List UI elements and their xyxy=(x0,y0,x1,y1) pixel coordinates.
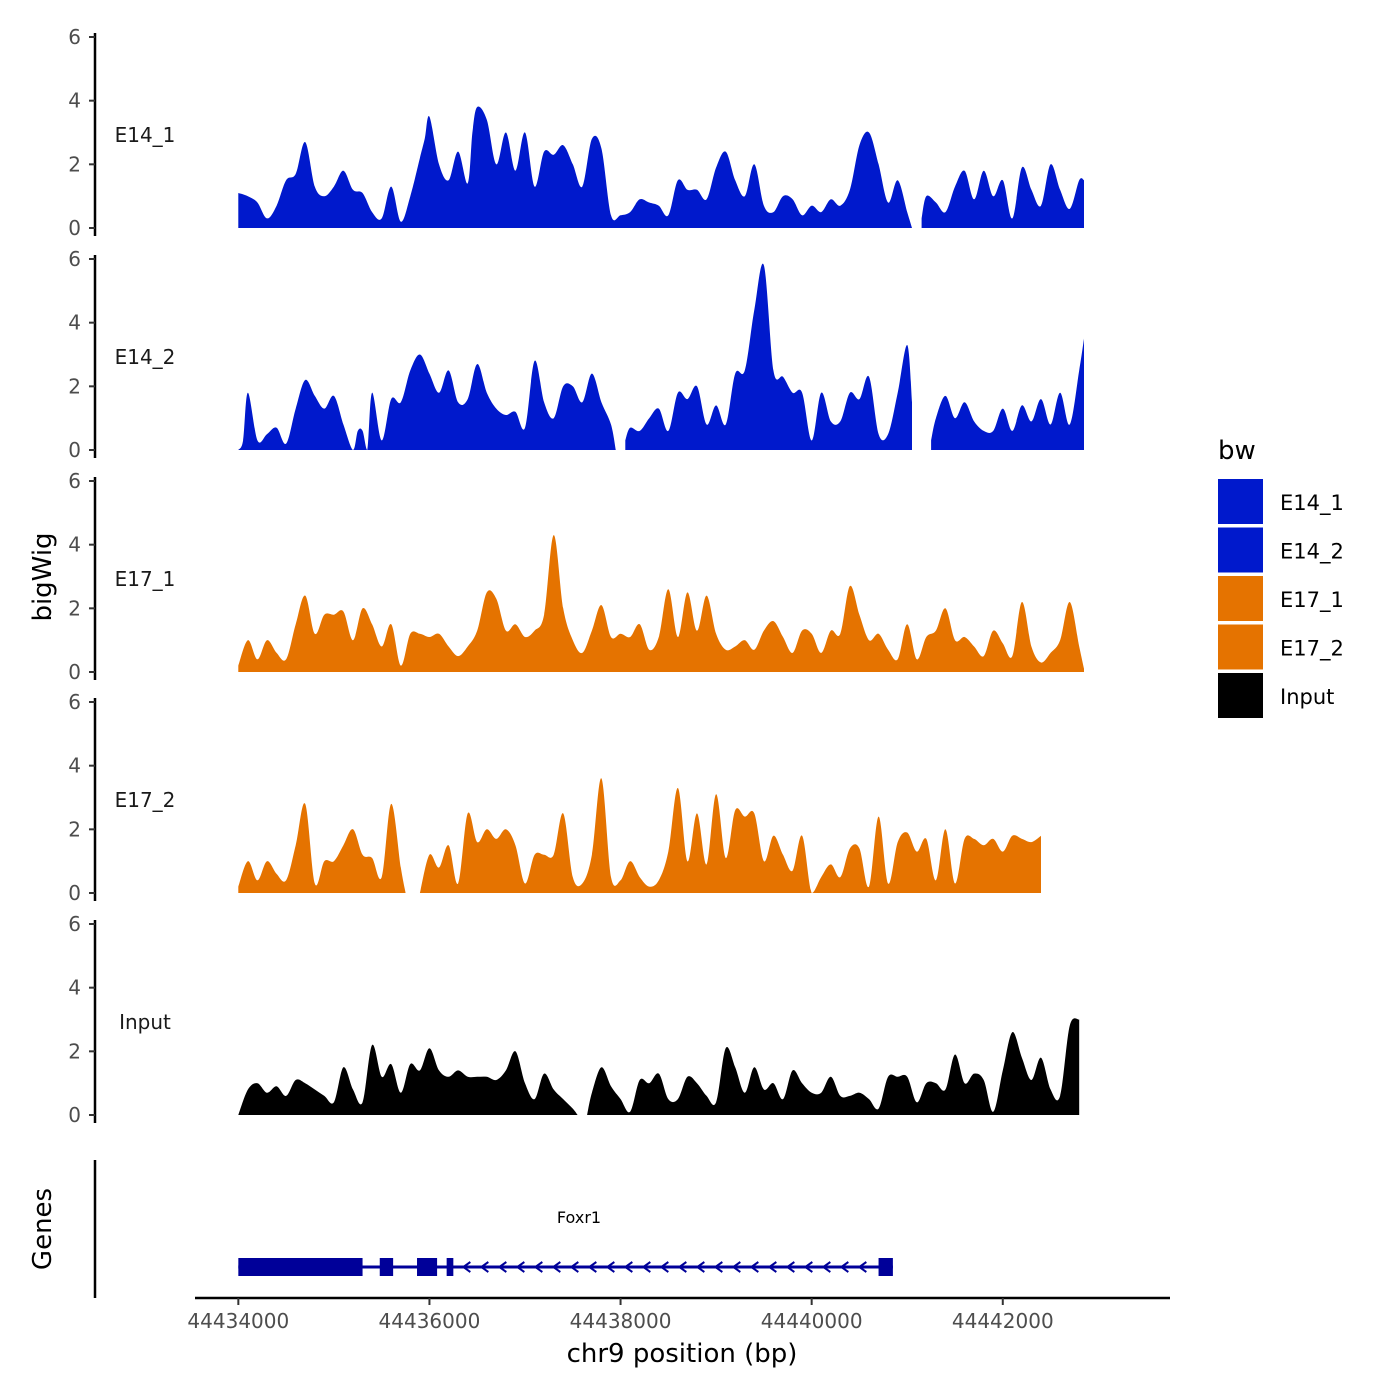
y-tick-label: 6 xyxy=(68,247,81,271)
y-tick-label: 6 xyxy=(68,690,81,714)
x-tick-label: 44436000 xyxy=(379,1309,481,1333)
x-tick-label: 44438000 xyxy=(570,1309,672,1333)
strand-arrow xyxy=(749,1261,759,1273)
strand-arrow xyxy=(497,1261,507,1273)
strand-arrow xyxy=(479,1261,489,1273)
strand-arrow xyxy=(623,1261,633,1273)
gene-exon xyxy=(379,1258,394,1276)
y-tick-label: 2 xyxy=(68,817,81,841)
area-E17_1 xyxy=(238,535,1085,672)
strand-arrow xyxy=(569,1261,579,1273)
legend-label: Input xyxy=(1280,685,1334,709)
track-E17_1: 0 2 4 6 E17_1 xyxy=(68,469,1085,684)
area-E17_2 xyxy=(419,778,1041,893)
tracks-layer: 0 2 4 6 E14_1 0 2 4 6 E14_2 0 2 4 6 E17_1 0 2 4 6 E17_2 0 2 4 6… xyxy=(68,25,1085,1127)
legend-label: E17_1 xyxy=(1280,588,1344,613)
y-tick-label: 2 xyxy=(68,1039,81,1063)
legend-swatch xyxy=(1218,527,1263,573)
track-E14_1: 0 2 4 6 E14_1 xyxy=(68,25,1084,240)
strand-arrow xyxy=(587,1261,597,1273)
gene-exon xyxy=(878,1258,893,1276)
strand-arrow xyxy=(839,1261,849,1273)
strand-arrow xyxy=(515,1261,525,1273)
legend-title: bw xyxy=(1218,436,1256,466)
y-tick-label: 2 xyxy=(68,374,81,398)
y-tick-label: 6 xyxy=(68,912,81,936)
y-tick-label: 4 xyxy=(68,533,81,557)
legend-swatch xyxy=(1218,576,1263,621)
y-tick-label: 6 xyxy=(68,469,81,493)
strand-arrow xyxy=(803,1261,813,1273)
y-tick-label: 6 xyxy=(68,25,81,49)
x-axis: 44434000 44436000 44438000 44440000 44442000 xyxy=(187,1296,1170,1333)
strand-arrow xyxy=(857,1261,867,1273)
legend-label: E14_2 xyxy=(1280,540,1344,565)
legend-label: E14_1 xyxy=(1280,491,1344,516)
y-tick-label: 2 xyxy=(68,596,81,620)
track-Input: 0 2 4 6 Input xyxy=(68,912,1080,1127)
strand-arrow xyxy=(785,1261,795,1273)
area-E17_2 xyxy=(238,803,406,893)
track-E17_2: 0 2 4 6 E17_2 xyxy=(68,690,1041,905)
strand-arrow xyxy=(659,1261,669,1273)
x-tick-label: 44440000 xyxy=(761,1309,863,1333)
track-E14_2: 0 2 4 6 E14_2 xyxy=(68,247,1084,462)
strand-arrow xyxy=(821,1261,831,1273)
y-tick-label: 0 xyxy=(68,881,81,905)
legend-item: E17_1 xyxy=(1218,576,1344,621)
area-E14_1 xyxy=(238,106,913,228)
y-tick-label: 4 xyxy=(68,311,81,335)
y-tick-label: 0 xyxy=(68,216,81,240)
y-tick-label: 0 xyxy=(68,438,81,462)
area-Input xyxy=(238,1044,578,1115)
y-tick-label: 4 xyxy=(68,754,81,778)
genes-track-title: Genes xyxy=(28,1188,58,1270)
track-label: E17_1 xyxy=(115,567,176,591)
area-E14_1 xyxy=(921,164,1084,228)
strand-arrow xyxy=(767,1261,777,1273)
y-tick-label: 4 xyxy=(68,976,81,1000)
gene-exon xyxy=(417,1258,438,1276)
strand-arrow xyxy=(677,1261,687,1273)
legend-label: E17_2 xyxy=(1280,637,1344,662)
legend-item: Input xyxy=(1218,673,1334,718)
x-axis-title: chr9 position (bp) xyxy=(567,1339,798,1369)
y-tick-label: 4 xyxy=(68,89,81,113)
x-tick-label: 44442000 xyxy=(952,1309,1054,1333)
legend: bw E14_1 E14_2 E17_1 E17_2 Input xyxy=(1218,436,1344,718)
area-E14_2 xyxy=(238,354,616,450)
y-tick-label: 0 xyxy=(68,1103,81,1127)
strand-arrow xyxy=(461,1261,471,1273)
y-tick-label: 2 xyxy=(68,152,81,176)
track-label: E17_2 xyxy=(115,788,176,812)
area-Input xyxy=(587,1018,1080,1115)
strand-arrow xyxy=(551,1261,561,1273)
y-axis-title: bigWig xyxy=(28,532,58,621)
strand-arrow xyxy=(713,1261,723,1273)
area-E14_2 xyxy=(625,263,912,450)
strand-arrow xyxy=(695,1261,705,1273)
gene-layer: Foxr1 xyxy=(93,1160,893,1298)
strand-arrow xyxy=(605,1261,615,1273)
legend-swatch xyxy=(1218,673,1263,718)
gene-name-label: Foxr1 xyxy=(557,1208,601,1227)
strand-arrow xyxy=(533,1261,543,1273)
y-tick-label: 0 xyxy=(68,660,81,684)
track-label: E14_2 xyxy=(115,345,176,369)
legend-item: E14_1 xyxy=(1218,479,1344,524)
x-tick-label: 44434000 xyxy=(187,1309,289,1333)
legend-swatch xyxy=(1218,624,1263,670)
track-label: Input xyxy=(119,1010,171,1034)
gene-exon xyxy=(238,1258,363,1276)
strand-arrow xyxy=(641,1261,651,1273)
area-E14_2 xyxy=(931,338,1084,450)
track-label: E14_1 xyxy=(115,123,176,147)
gene-exon xyxy=(446,1258,454,1276)
legend-swatch xyxy=(1218,479,1263,524)
legend-item: E17_2 xyxy=(1218,624,1344,670)
legend-item: E14_2 xyxy=(1218,527,1344,573)
strand-arrow xyxy=(731,1261,741,1273)
